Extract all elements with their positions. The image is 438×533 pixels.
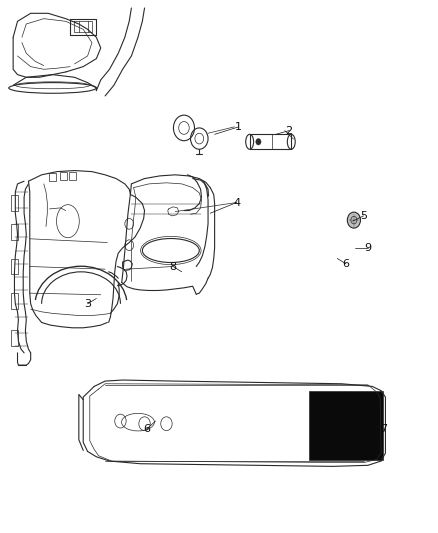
- Text: 3: 3: [84, 299, 91, 309]
- Text: 6: 6: [343, 259, 350, 269]
- Text: 2: 2: [286, 126, 293, 135]
- Text: 8: 8: [170, 262, 177, 271]
- Polygon shape: [309, 391, 383, 460]
- Text: 7: 7: [380, 424, 387, 434]
- Text: 4: 4: [233, 198, 240, 207]
- Circle shape: [347, 212, 360, 228]
- Text: 9: 9: [364, 243, 371, 253]
- Text: 6: 6: [143, 424, 150, 434]
- Text: 1: 1: [235, 122, 242, 132]
- Circle shape: [256, 139, 261, 145]
- Text: 5: 5: [360, 211, 367, 221]
